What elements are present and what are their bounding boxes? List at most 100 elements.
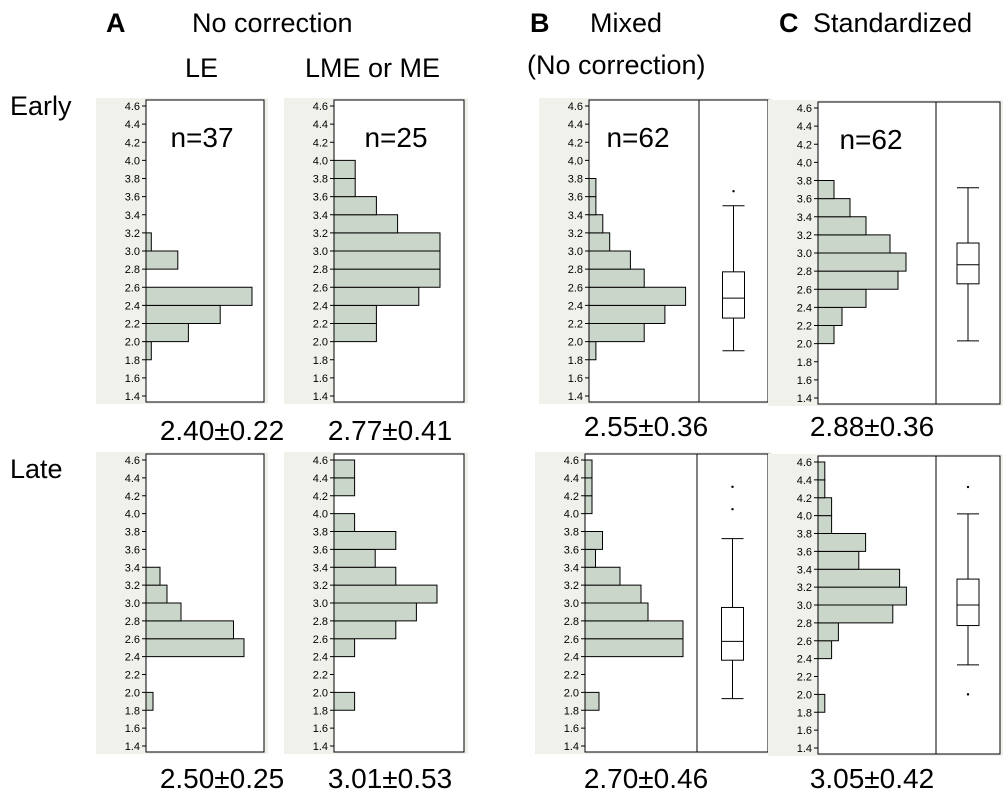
y-tick-label: 3.2 [313, 228, 328, 240]
y-tick-label: 2.2 [125, 670, 140, 682]
y-tick-label: 1.4 [568, 391, 583, 403]
y-tick-label: 1.4 [797, 743, 812, 755]
y-tick-label: 4.0 [125, 155, 140, 167]
y-tick-label: 1.6 [125, 373, 140, 385]
y-tick-label: 1.8 [313, 705, 328, 717]
histogram-bar [145, 602, 182, 622]
histogram-bar [333, 548, 376, 568]
histogram-bar [584, 459, 593, 479]
histogram-bar [817, 180, 835, 200]
panel-early-le: 4.6 4.4 4.2 4.0 3.8 3.6 3.4 3.2 3.0 2.8 2.6 2.4 2.2 2… [96, 98, 284, 446]
y-tick-label: 3.2 [125, 228, 140, 240]
y-tick-label: 3.4 [797, 564, 812, 576]
y-tick-label: 3.4 [797, 212, 812, 224]
panel-early-mixed: 4.6 4.4 4.2 4.0 3.8 3.6 3.4 3.2 3.0 2.8 2.6 2.4 2.2 2… [539, 98, 772, 442]
histogram-bar [588, 341, 597, 361]
y-tick-label: 2.0 [313, 687, 328, 699]
y-tick-label: 1.6 [797, 725, 812, 737]
histogram-bar [145, 566, 161, 586]
histogram-bar [588, 196, 597, 216]
y-tick-label: 3.6 [797, 194, 812, 206]
y-tick-label: 3.4 [313, 562, 328, 574]
histogram-bar [333, 159, 356, 179]
histogram-bar [817, 568, 901, 588]
histogram-bar [817, 515, 833, 534]
mean-sd-label: 2.40±0.22 [160, 415, 284, 446]
histogram-bar [817, 306, 843, 326]
y-tick-label: 2.8 [125, 616, 140, 628]
y-tick-label: 4.6 [564, 455, 579, 467]
y-tick-label: 1.4 [313, 741, 328, 753]
histogram-bar [145, 638, 245, 658]
y-tick-label: 3.2 [313, 580, 328, 592]
y-tick-label: 4.4 [125, 119, 140, 131]
y-tick-label: 2.8 [564, 616, 579, 628]
histogram-bar [584, 531, 603, 550]
histogram-bar [817, 234, 891, 254]
y-tick-label: 3.6 [568, 192, 583, 204]
y-tick-label: 2.0 [125, 687, 140, 699]
histogram-bar [588, 268, 645, 288]
y-tick-label: 1.8 [125, 355, 140, 367]
y-tick-label: 1.6 [564, 723, 579, 735]
y-tick-label: 2.6 [313, 282, 328, 294]
panel-late-mixed: 4.6 4.4 4.2 4.0 3.8 3.6 3.4 3.2 3.0 2.8 2.6 2.4 2.2 2… [535, 452, 772, 794]
histogram-bar [817, 497, 833, 517]
y-tick-label: 2.0 [797, 689, 812, 701]
histogram-bar [584, 566, 621, 586]
histogram-bar [817, 604, 894, 624]
histogram-bar [145, 250, 179, 270]
y-tick-label: 4.0 [313, 509, 328, 521]
histogram-bar [588, 178, 597, 198]
boxplot-outlier [732, 189, 735, 193]
histogram-panels: 4.6 4.4 4.2 4.0 3.8 3.6 3.4 3.2 3.0 2.8 2.6 2.4 2.2 2… [96, 98, 1003, 794]
y-tick-label: 2.4 [797, 302, 812, 314]
histogram-bar [333, 178, 356, 198]
mean-sd-label: 3.01±0.53 [328, 763, 452, 794]
y-tick-label: 3.2 [564, 580, 579, 592]
y-tick-label: 4.0 [125, 509, 140, 521]
y-tick-label: 4.0 [797, 157, 812, 169]
y-tick-label: 2.4 [313, 652, 328, 664]
y-tick-label: 2.2 [568, 319, 583, 331]
histogram-bar [584, 548, 596, 568]
histogram-bar [584, 584, 642, 604]
y-tick-label: 3.2 [797, 582, 812, 594]
histogram-bar [333, 214, 399, 234]
histogram-bar [588, 286, 687, 306]
y-tick-label: 4.6 [797, 103, 812, 115]
histogram-bar [584, 602, 649, 622]
y-tick-label: 1.8 [797, 707, 812, 719]
y-tick-label: 4.2 [564, 491, 579, 503]
y-tick-label: 3.6 [125, 192, 140, 204]
histogram-bar [145, 323, 189, 343]
y-tick-label: 3.2 [797, 230, 812, 242]
y-tick-label: 1.8 [125, 705, 140, 717]
y-tick-label: 1.8 [564, 705, 579, 717]
histogram-bar [584, 477, 593, 497]
histogram-bar [333, 566, 397, 586]
y-tick-label: 4.6 [797, 457, 812, 469]
y-tick-label: 4.2 [797, 493, 812, 505]
y-tick-label: 3.8 [313, 174, 328, 186]
boxplot-box [721, 606, 744, 661]
y-tick-label: 4.6 [568, 101, 583, 113]
panel-early-lme: 4.6 4.4 4.2 4.0 3.8 3.6 3.4 3.2 3.0 2.8 2.6 2.4 2.2 2… [284, 98, 468, 446]
histogram-bar [333, 584, 438, 604]
sample-size-label: n=37 [170, 122, 233, 153]
y-tick-label: 1.4 [797, 393, 812, 405]
histogram-bar [145, 620, 234, 640]
y-tick-label: 2.6 [125, 634, 140, 646]
histogram-bar [584, 691, 600, 711]
y-tick-label: 4.4 [313, 119, 328, 131]
y-tick-label: 2.2 [797, 672, 812, 684]
y-tick-label: 1.6 [125, 723, 140, 735]
y-tick-label: 2.8 [313, 616, 328, 628]
histogram-bar [145, 584, 168, 604]
y-tick-label: 4.2 [313, 137, 328, 149]
y-tick-label: 1.6 [313, 723, 328, 735]
y-tick-label: 1.4 [564, 741, 579, 753]
y-tick-label: 1.6 [313, 373, 328, 385]
histogram-bar [333, 513, 356, 532]
y-tick-label: 4.2 [568, 137, 583, 149]
